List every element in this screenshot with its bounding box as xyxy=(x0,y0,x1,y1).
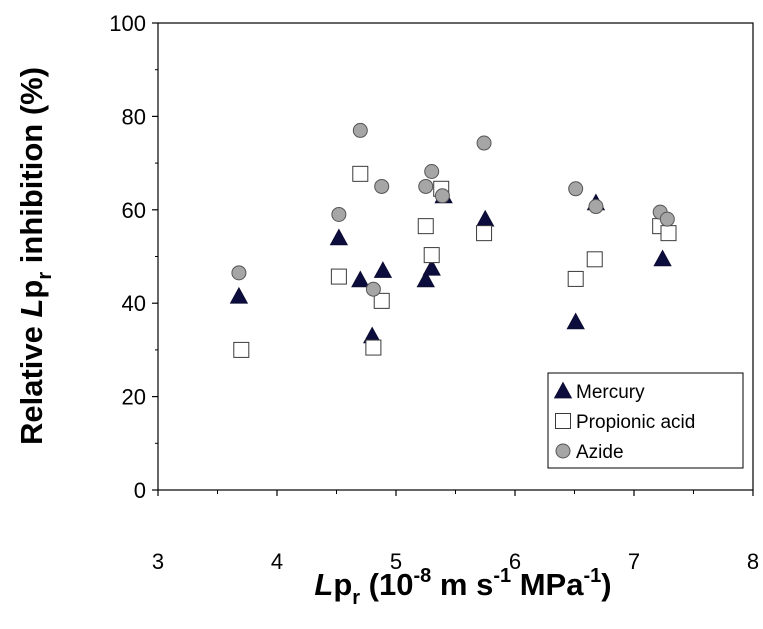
azide-point xyxy=(418,178,434,194)
mercury-point xyxy=(351,270,370,288)
x-tick-label: 4 xyxy=(271,549,283,574)
legend: Mercury Propionic acid Azide xyxy=(547,372,744,469)
legend-label-propionic-acid: Propionic acid xyxy=(576,412,695,433)
azide-point xyxy=(365,281,381,297)
y-tick-label: 60 xyxy=(122,198,146,223)
propionic-acid-point xyxy=(417,218,434,235)
mercury-point xyxy=(329,228,348,246)
mercury-point xyxy=(373,261,392,279)
azide-point xyxy=(374,178,390,194)
propionic-acid-point xyxy=(423,247,440,264)
y-tick-label: 20 xyxy=(122,385,146,410)
azide-point xyxy=(588,199,604,215)
legend-marker-azide xyxy=(555,443,571,459)
x-tick-label: 8 xyxy=(747,549,759,574)
y-axis-title: Relative Lpr inhibition (%) xyxy=(14,67,56,445)
y-tick-label: 100 xyxy=(109,11,146,36)
propionic-acid-point xyxy=(365,339,382,356)
azide-point xyxy=(476,135,492,151)
azide-point xyxy=(231,265,247,281)
propionic-acid-point xyxy=(352,165,369,182)
propionic-acid-point xyxy=(373,292,390,309)
azide-point xyxy=(568,181,584,197)
mercury-point xyxy=(229,287,248,304)
propionic-acid-point xyxy=(586,251,603,268)
y-tick-label: 40 xyxy=(122,291,146,316)
axes: 0 20 40 60 80 100 3 4 5 6 7 8 xyxy=(109,11,759,574)
legend-marker-propionic-acid xyxy=(555,413,571,429)
legend-box xyxy=(547,372,744,469)
azide-point xyxy=(331,206,347,222)
data-points xyxy=(229,122,677,358)
x-tick-label: 5 xyxy=(390,549,402,574)
mercury-point xyxy=(566,312,585,330)
azide-point xyxy=(424,164,440,180)
azide-point xyxy=(659,211,675,227)
propionic-acid-point xyxy=(476,225,493,242)
azide-point xyxy=(352,122,368,138)
propionic-acid-point xyxy=(330,268,347,285)
x-tick-label: 7 xyxy=(628,549,640,574)
legend-label-mercury: Mercury xyxy=(576,382,645,403)
x-tick-label: 3 xyxy=(152,549,164,574)
azide-point xyxy=(434,188,450,204)
x-axis-title: Lpr (10-8 m s-1 MPa-1) xyxy=(314,565,611,609)
x-tick-label: 6 xyxy=(509,549,521,574)
legend-label-azide: Azide xyxy=(576,442,624,463)
y-tick-label: 80 xyxy=(122,104,146,129)
mercury-point xyxy=(476,210,495,227)
propionic-acid-point xyxy=(660,225,677,242)
mercury-point xyxy=(653,249,672,267)
propionic-acid-point xyxy=(567,270,584,287)
y-tick-label: 0 xyxy=(134,478,146,503)
propionic-acid-point xyxy=(233,341,250,358)
